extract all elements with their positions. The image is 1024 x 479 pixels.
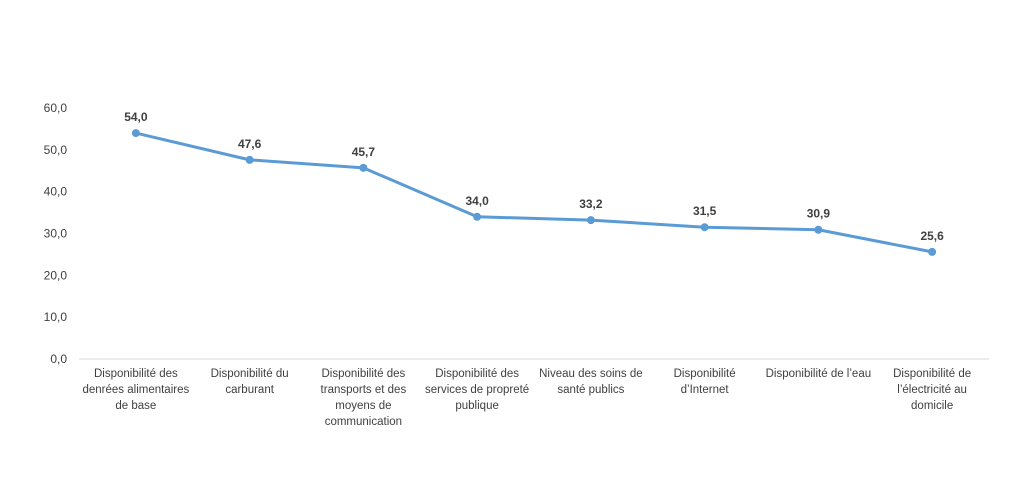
data-point <box>928 247 937 256</box>
data-label: 54,0 <box>124 110 148 124</box>
x-tick-label-line: domicile <box>911 400 954 412</box>
data-point <box>131 129 140 138</box>
x-tick-label-line: carburant <box>225 384 274 396</box>
x-tick-label: Disponibilité de l’eau <box>760 366 876 382</box>
x-tick-label-line: Disponibilité des <box>321 368 406 380</box>
x-tick-label-line: Disponibilité des <box>435 368 519 380</box>
y-axis-ticks: 0,0 10,0 20,0 30,0 40,0 50,0 60,0 <box>44 101 68 366</box>
y-tick-label: 50,0 <box>44 143 68 157</box>
x-tick-label-line: d’Internet <box>680 384 729 396</box>
data-point <box>473 212 482 221</box>
data-label: 33,2 <box>579 197 603 211</box>
x-tick-label-line: Disponibilité du <box>210 368 289 380</box>
data-point <box>245 155 254 164</box>
data-point <box>814 225 823 234</box>
x-tick-label: Disponibilité du carburant <box>192 366 308 398</box>
series-line <box>134 131 934 254</box>
y-tick-label: 40,0 <box>44 185 68 199</box>
x-tick-label-line: moyens de <box>335 400 392 412</box>
x-tick-label: Disponibilité d’Internet <box>647 366 763 398</box>
x-tick-label-line: Disponibilité <box>673 368 736 380</box>
data-label: 45,7 <box>352 145 376 159</box>
x-tick-label: Disponibilité de l’électricité au domicile <box>874 366 990 414</box>
x-tick-label-line: Disponibilité des <box>94 368 178 380</box>
data-point <box>586 216 595 225</box>
x-tick-label-line: Disponibilité de l’eau <box>765 368 872 380</box>
x-tick-label-line: de base <box>115 400 157 412</box>
data-point <box>359 163 368 172</box>
data-label: 31,5 <box>693 204 717 218</box>
x-tick-label-line: Disponibilité de <box>893 368 972 380</box>
x-tick-label-line: services de propreté <box>425 384 530 396</box>
x-tick-label-line: communication <box>324 416 403 428</box>
x-tick-label-line: denrées alimentaires <box>82 384 190 396</box>
data-points <box>131 129 937 256</box>
x-tick-label: Disponibilité des services de propreté pub… <box>419 366 535 414</box>
data-label: 30,9 <box>807 207 831 221</box>
data-point <box>700 223 709 232</box>
data-labels: 54,0 47,6 45,7 34,0 33,2 31,5 30,9 25,6 <box>124 110 944 243</box>
x-tick-label-line: l’électricité au <box>897 384 967 396</box>
x-tick-label-line: transports et des <box>320 384 407 396</box>
y-tick-label: 20,0 <box>44 268 68 282</box>
data-label: 25,6 <box>920 229 944 243</box>
y-tick-label: 60,0 <box>44 101 68 115</box>
y-tick-label: 10,0 <box>44 310 68 324</box>
data-label: 34,0 <box>465 194 489 208</box>
x-tick-label: Niveau des soins de santé publics <box>533 366 649 398</box>
x-tick-label-line: santé publics <box>557 384 625 396</box>
x-tick-label: Disponibilité des denrées alimentaires de … <box>78 366 194 414</box>
x-tick-label-line: Niveau des soins de <box>539 368 643 380</box>
y-tick-label: 0,0 <box>50 352 67 366</box>
x-tick-label-line: publique <box>455 400 499 412</box>
data-label: 47,6 <box>238 137 262 151</box>
y-tick-label: 30,0 <box>44 227 68 241</box>
x-tick-label: Disponibilité des transports et des moyens… <box>305 366 421 430</box>
